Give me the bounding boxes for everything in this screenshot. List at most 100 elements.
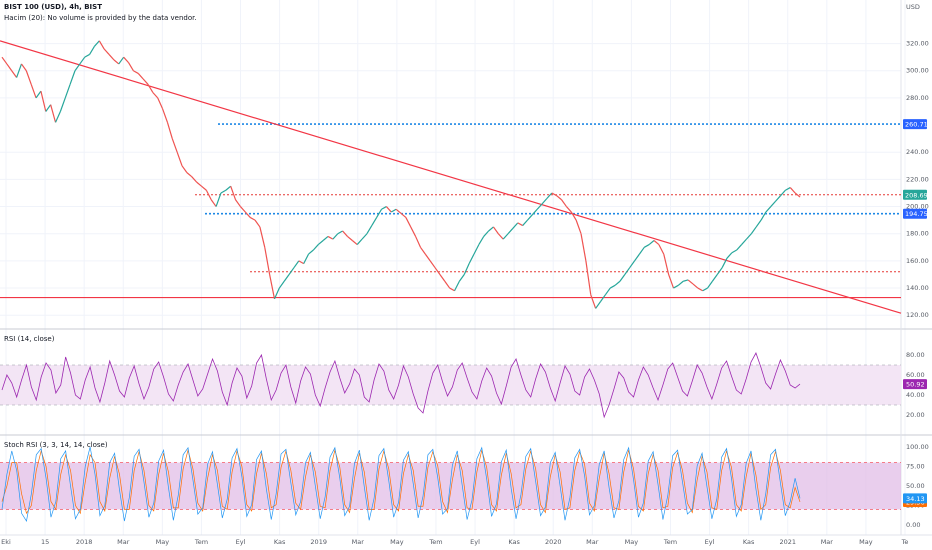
currency-label[interactable]: USD — [906, 3, 920, 11]
price-segment — [565, 206, 572, 213]
price-segment — [395, 208, 402, 214]
price-tick-label: 240.00 — [906, 148, 929, 156]
price-segment — [347, 235, 353, 241]
price-segment — [546, 192, 553, 199]
price-segment — [551, 192, 557, 197]
price-segment — [765, 206, 772, 213]
price-segment — [517, 222, 523, 227]
price-segment — [157, 97, 164, 110]
price-badge-label: 194.75 — [905, 210, 928, 218]
price-segment — [785, 187, 791, 191]
price-segment — [750, 226, 757, 235]
price-segment — [653, 240, 660, 246]
price-segment — [69, 70, 76, 85]
price-segment — [74, 63, 81, 72]
price-segment — [20, 63, 27, 72]
price-segment — [595, 301, 601, 309]
price-segment — [580, 233, 587, 261]
price-badge-bg — [903, 119, 927, 130]
price-segment — [600, 294, 606, 302]
price-segment — [303, 253, 310, 264]
price-segment — [332, 233, 339, 240]
price-segment — [342, 230, 348, 237]
price-segment — [424, 253, 431, 262]
stoch-tick-label: 50.00 — [906, 482, 925, 490]
stoch-badge-label: 34.13 — [906, 495, 925, 503]
price-segment — [16, 63, 23, 78]
price-segment — [721, 257, 728, 268]
price-segment — [590, 294, 597, 309]
rsi-tick-label: 80.00 — [906, 351, 925, 359]
price-segment — [692, 283, 699, 289]
price-segment — [230, 185, 237, 200]
price-badge-bg — [903, 208, 927, 219]
price-segment — [162, 108, 169, 123]
time-tick-label: 2020 — [545, 538, 562, 546]
price-segment — [780, 189, 786, 197]
price-segment — [220, 189, 227, 194]
price-segment — [113, 59, 120, 65]
stoch-pane-title[interactable]: Stoch RSI (3, 3, 14, 14, close) — [4, 441, 108, 449]
price-segment — [716, 267, 723, 275]
price-segment — [196, 181, 202, 187]
price-segment — [293, 260, 300, 269]
price-segment — [702, 287, 708, 292]
price-segment — [273, 287, 280, 300]
time-tick-label: May — [625, 538, 639, 546]
price-segment — [794, 192, 801, 198]
price-segment — [741, 238, 747, 245]
price-tick-label: 300.00 — [906, 67, 929, 75]
price-segment — [711, 274, 718, 282]
rsi-band — [0, 365, 901, 405]
price-segment — [439, 274, 446, 282]
price-segment — [244, 211, 251, 218]
price-segment — [94, 40, 100, 47]
price-segment — [35, 90, 42, 99]
price-segment — [137, 73, 144, 80]
price-segment — [644, 244, 650, 248]
price-segment — [624, 267, 631, 275]
time-tick-label: Tem — [428, 538, 442, 546]
price-segment — [483, 230, 490, 237]
price-segment — [278, 280, 285, 289]
price-segment — [390, 208, 397, 213]
time-tick-label: Tem — [663, 538, 677, 546]
descending-trendline[interactable] — [0, 40, 902, 314]
rsi-axis[interactable]: 80.00 60.00 40.00 20.00 — [906, 351, 925, 419]
price-segment — [488, 226, 494, 232]
rsi-line[interactable] — [1, 352, 801, 419]
price-segment — [147, 84, 154, 93]
price-segment — [50, 104, 57, 123]
price-segment — [254, 219, 261, 228]
price-segment — [677, 280, 684, 286]
rsi-pane-title[interactable]: RSI (14, close) — [4, 335, 55, 343]
price-segment — [6, 63, 13, 72]
price-segment — [79, 56, 86, 65]
grid-lines — [0, 0, 906, 535]
rsi-tick-label: 60.00 — [906, 371, 925, 379]
rsi-tick-label: 20.00 — [906, 411, 925, 419]
price-segment — [215, 192, 222, 207]
price-series[interactable] — [1, 40, 801, 309]
price-segment — [570, 211, 577, 221]
price-segment — [337, 230, 343, 235]
price-segment — [385, 206, 392, 213]
price-segment — [405, 217, 412, 228]
price-segment — [191, 176, 198, 183]
time-tick-label: May — [859, 538, 873, 546]
price-segment — [434, 267, 441, 275]
symbol-title[interactable]: BIST 100 (USD), 4h, BIST — [4, 3, 102, 11]
price-segment — [210, 199, 217, 207]
stoch-d-line[interactable] — [1, 448, 801, 515]
price-axis[interactable]: 320.00 300.00 280.00 240.00 220.00 200.00 180.… — [906, 40, 929, 320]
stoch-k-line[interactable] — [1, 446, 801, 523]
time-axis[interactable]: Eki 15 2018 Mar May Tem Eyl Kas 2019 Mar May Tem Eyl… — [1, 538, 908, 546]
price-segment — [400, 212, 407, 218]
time-tick-label: Eyl — [705, 538, 715, 546]
price-segment — [697, 287, 703, 292]
price-segment — [133, 70, 139, 74]
time-tick-label: Mar — [821, 538, 834, 546]
time-tick-label: Mar — [117, 538, 130, 546]
